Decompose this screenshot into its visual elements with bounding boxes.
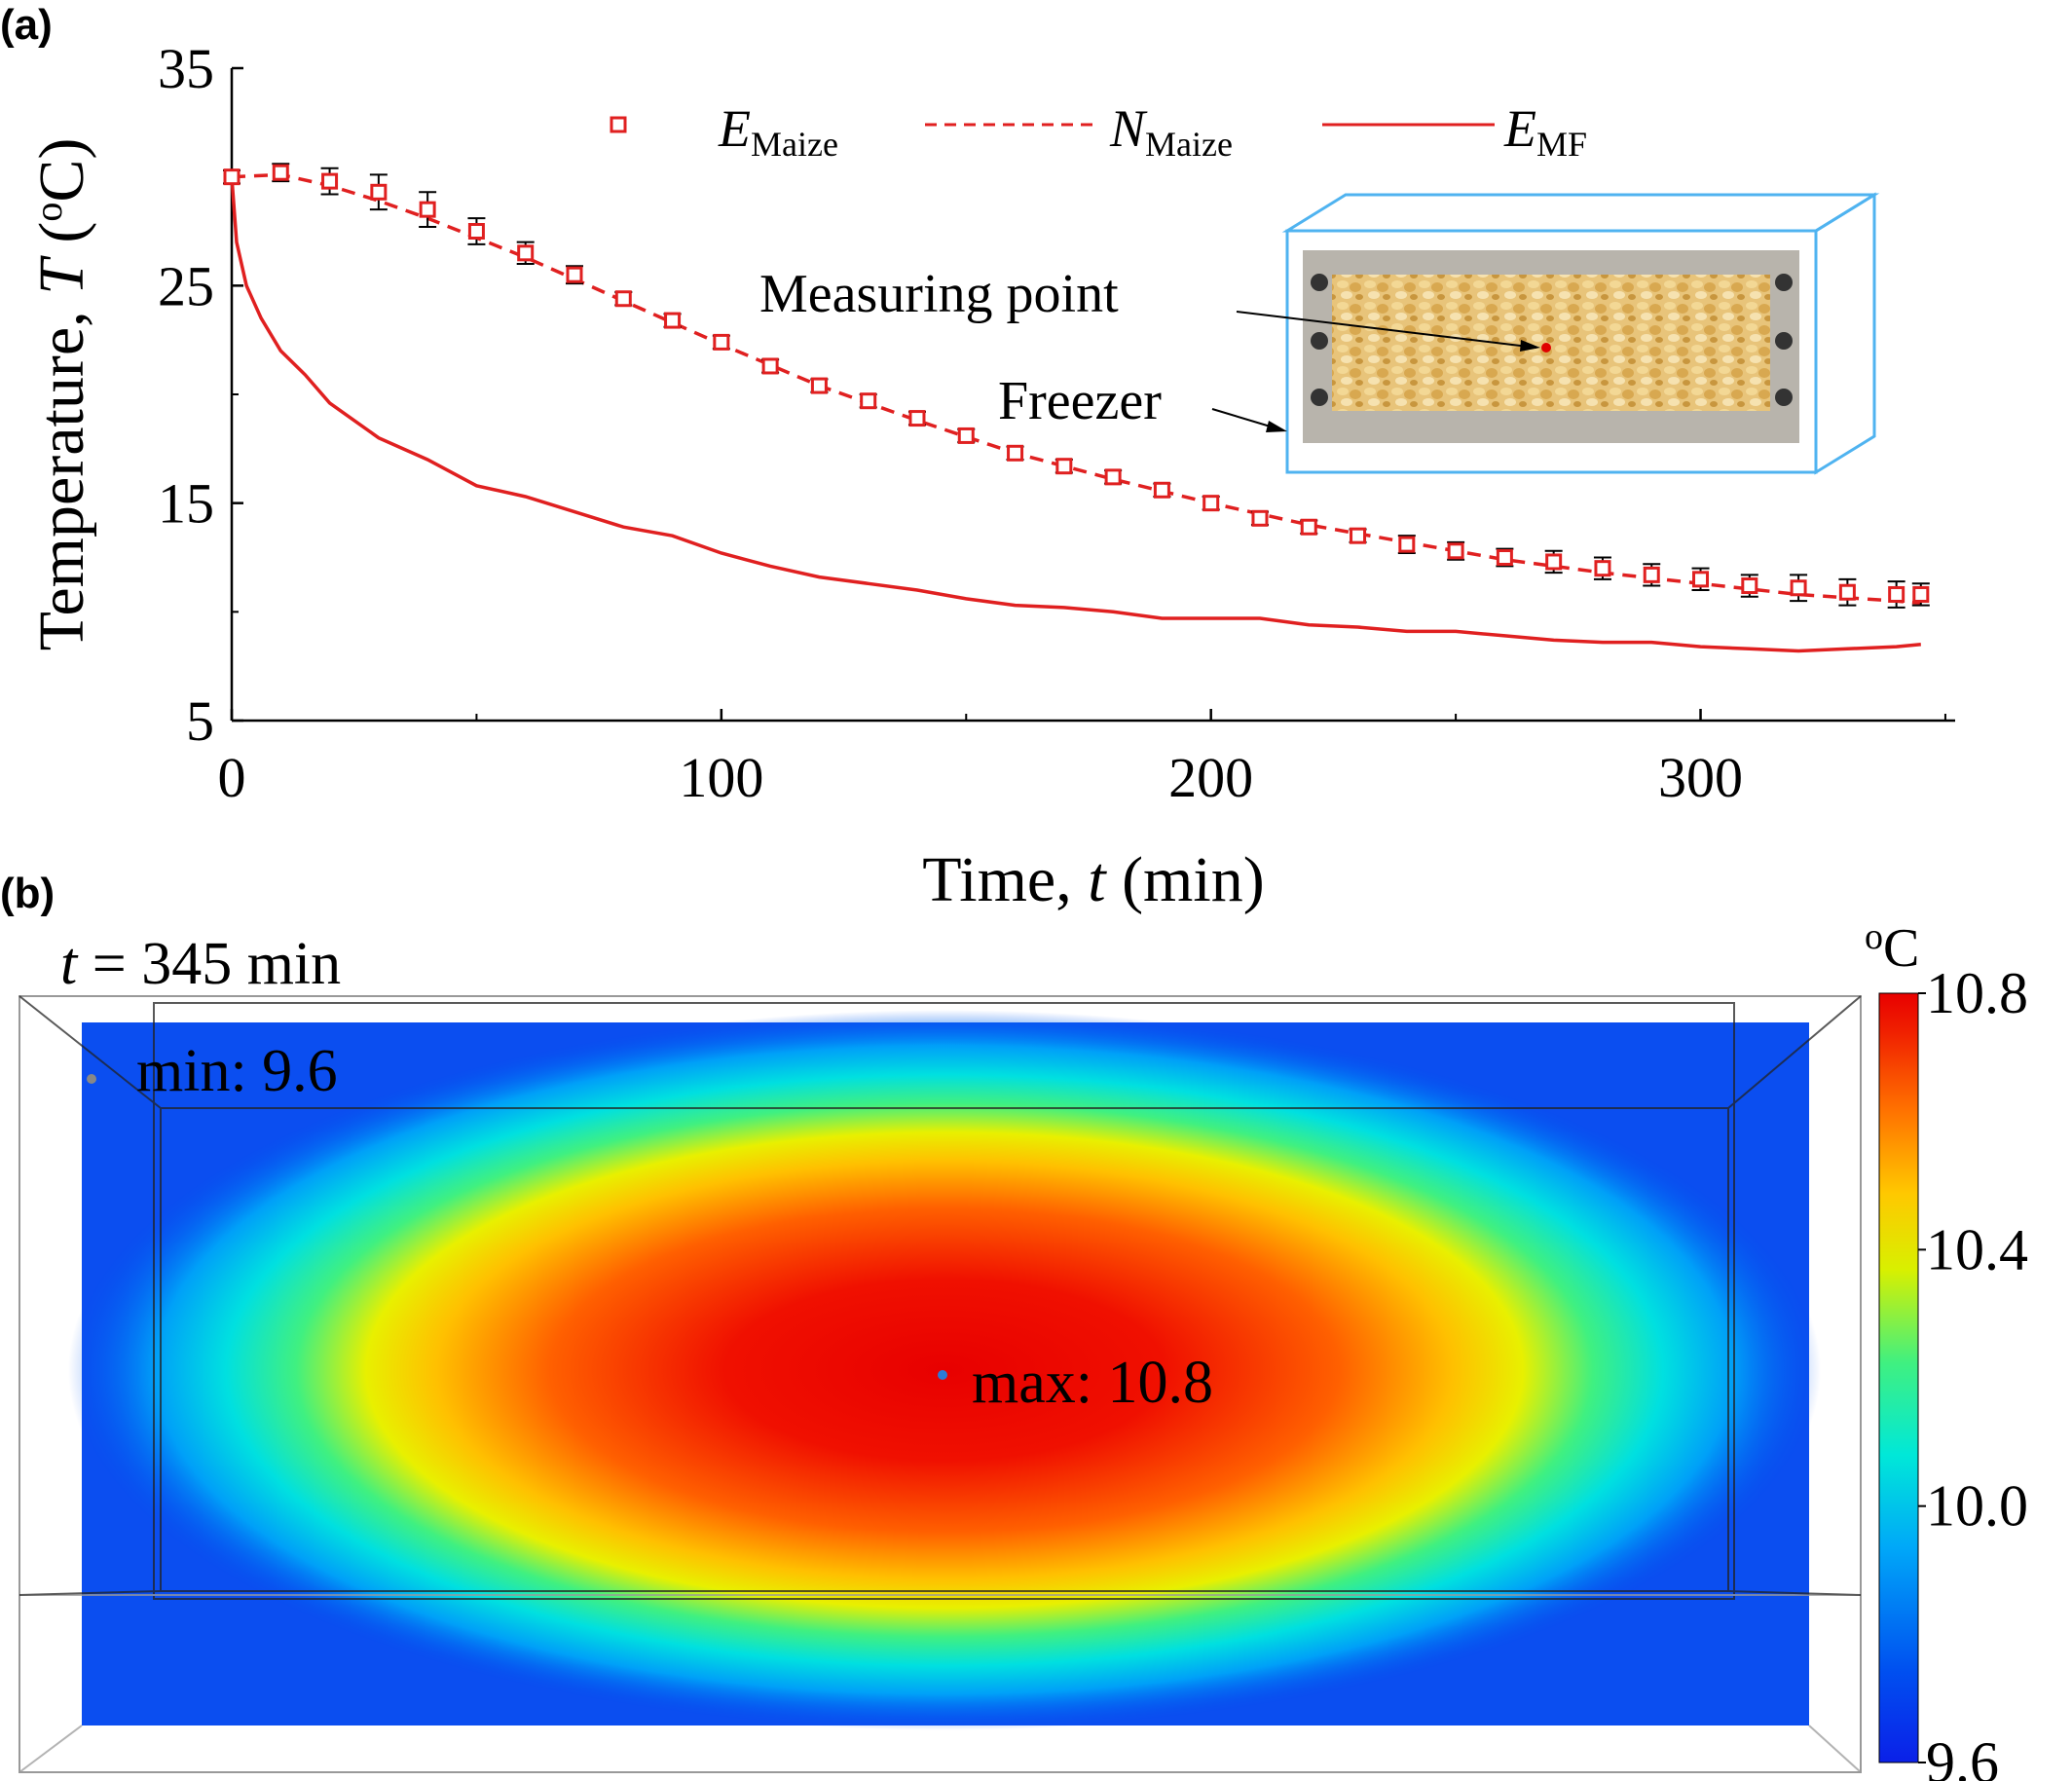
temperature-hotspot: [68, 1010, 1821, 1730]
data-point-e-maize: [713, 333, 730, 351]
max-point-marker: [938, 1370, 947, 1380]
colorbar-tick-label: 9.6: [1926, 1730, 1999, 1781]
inset-bolt-icon: [1775, 332, 1793, 350]
max-label: max: 10.8: [972, 1350, 1213, 1416]
data-point-e-maize: [614, 290, 632, 308]
legend-label-e-mf: EMF: [1503, 99, 1587, 164]
inset-freezer: Measuring point Freezer: [759, 192, 1880, 475]
freezer-arrowhead: [1266, 421, 1287, 432]
data-point-e-maize: [321, 172, 339, 190]
data-point-e-maize: [1447, 542, 1464, 560]
inset-bolt-icon: [1775, 274, 1793, 291]
data-point-e-maize: [1398, 536, 1416, 553]
data-point-e-maize: [1545, 553, 1563, 571]
colorbar-gradient: [1878, 992, 1919, 1763]
panel-a-tag: (a): [0, 1, 53, 49]
legend-label-e-maize: EMaize: [718, 99, 838, 164]
data-point-e-maize: [664, 312, 682, 329]
data-point-e-maize: [957, 427, 975, 444]
contour-plot: min: 9.6 max: 10.8: [18, 995, 1862, 1773]
data-point-e-maize: [1007, 444, 1024, 462]
data-point-e-maize: [1643, 566, 1660, 583]
measuring-point-dot: [1541, 343, 1551, 352]
min-label: min: 9.6: [136, 1038, 338, 1104]
legend: EMaize NMaize EMF: [610, 99, 1587, 164]
colorbar-unit: oC: [1865, 916, 1919, 979]
data-point-e-maize: [517, 244, 535, 262]
data-point-e-maize: [1692, 571, 1710, 588]
data-point-e-maize: [810, 377, 828, 394]
data-point-e-maize: [860, 392, 877, 410]
colorbar: oC 10.8 10.4 10.0 9.6: [1865, 916, 2028, 1781]
data-point-e-maize: [1202, 495, 1220, 512]
data-point-e-maize: [1741, 577, 1758, 595]
y-tick-label: 35: [158, 37, 214, 100]
wireframe-lines: [18, 995, 1862, 1773]
x-tick-label: 100: [679, 746, 763, 809]
data-point-e-maize: [1251, 509, 1269, 527]
time-stamp: t = 345 min: [60, 931, 341, 997]
data-point-e-maize: [1888, 585, 1906, 603]
measuring-point-label: Measuring point: [759, 264, 1119, 324]
inset-box-top: [1281, 193, 1880, 233]
y-tick-label: 25: [158, 254, 214, 317]
x-axis-label: Time, t (min): [922, 844, 1264, 915]
x-tick-label: 0: [218, 746, 246, 809]
data-point-e-maize: [1838, 583, 1856, 601]
inset-maize-kernels: [1332, 275, 1770, 411]
data-point-e-maize: [223, 168, 240, 186]
data-point-e-maize: [419, 201, 436, 218]
data-point-e-maize: [370, 183, 388, 201]
data-point-e-maize: [566, 266, 583, 283]
inset-box-side: [1814, 192, 1876, 475]
inset-bolt-icon: [1311, 332, 1328, 350]
data-point-e-maize: [467, 223, 485, 240]
x-tick-label: 300: [1658, 746, 1743, 809]
colorbar-tick-label: 10.8: [1926, 961, 2028, 1025]
data-point-e-maize: [272, 164, 289, 181]
data-point-e-maize: [1055, 458, 1073, 475]
y-tick-label: 5: [186, 689, 214, 753]
data-point-e-maize: [1300, 518, 1317, 536]
series-line-e-mf: [230, 176, 1921, 653]
colorbar-tick-label: 10.0: [1926, 1474, 2028, 1539]
min-point-marker: [87, 1074, 96, 1084]
panel-a-markers: [223, 163, 1930, 609]
measuring-point-arrow: [1236, 311, 1537, 349]
inset-bolt-icon: [1311, 274, 1328, 291]
y-axis-label: Temperature, T (oC): [26, 138, 97, 651]
colorbar-ticks: 10.8 10.4 10.0 9.6: [1918, 961, 2028, 1781]
wireframe-outer: [18, 995, 1862, 1773]
data-point-e-maize: [1104, 468, 1122, 486]
data-point-e-maize: [1350, 527, 1367, 544]
y-tick-label: 15: [158, 472, 214, 536]
legend-marker-e-maize: [610, 116, 627, 133]
data-point-e-maize: [1790, 579, 1807, 597]
data-point-e-maize: [1912, 585, 1930, 603]
data-point-e-maize: [1153, 481, 1170, 499]
data-point-e-maize: [1496, 549, 1513, 566]
panel-b-tag: (b): [0, 870, 55, 917]
colorbar-tick-label: 10.4: [1926, 1217, 2028, 1281]
data-point-e-maize: [1594, 560, 1611, 577]
inset-bolt-icon: [1311, 389, 1328, 406]
inset-bolt-icon: [1775, 389, 1793, 406]
panel-a-axes: 5 15 25 35 0 100 200 300 Time, t (min) Temperatur…: [26, 37, 1955, 915]
freezer-label: Freezer: [998, 371, 1162, 431]
data-point-e-maize: [761, 357, 779, 375]
legend-label-n-maize: NMaize: [1109, 99, 1233, 164]
x-tick-label: 200: [1168, 746, 1253, 809]
measuring-point-arrowhead: [1520, 340, 1540, 352]
data-point-e-maize: [908, 410, 926, 427]
